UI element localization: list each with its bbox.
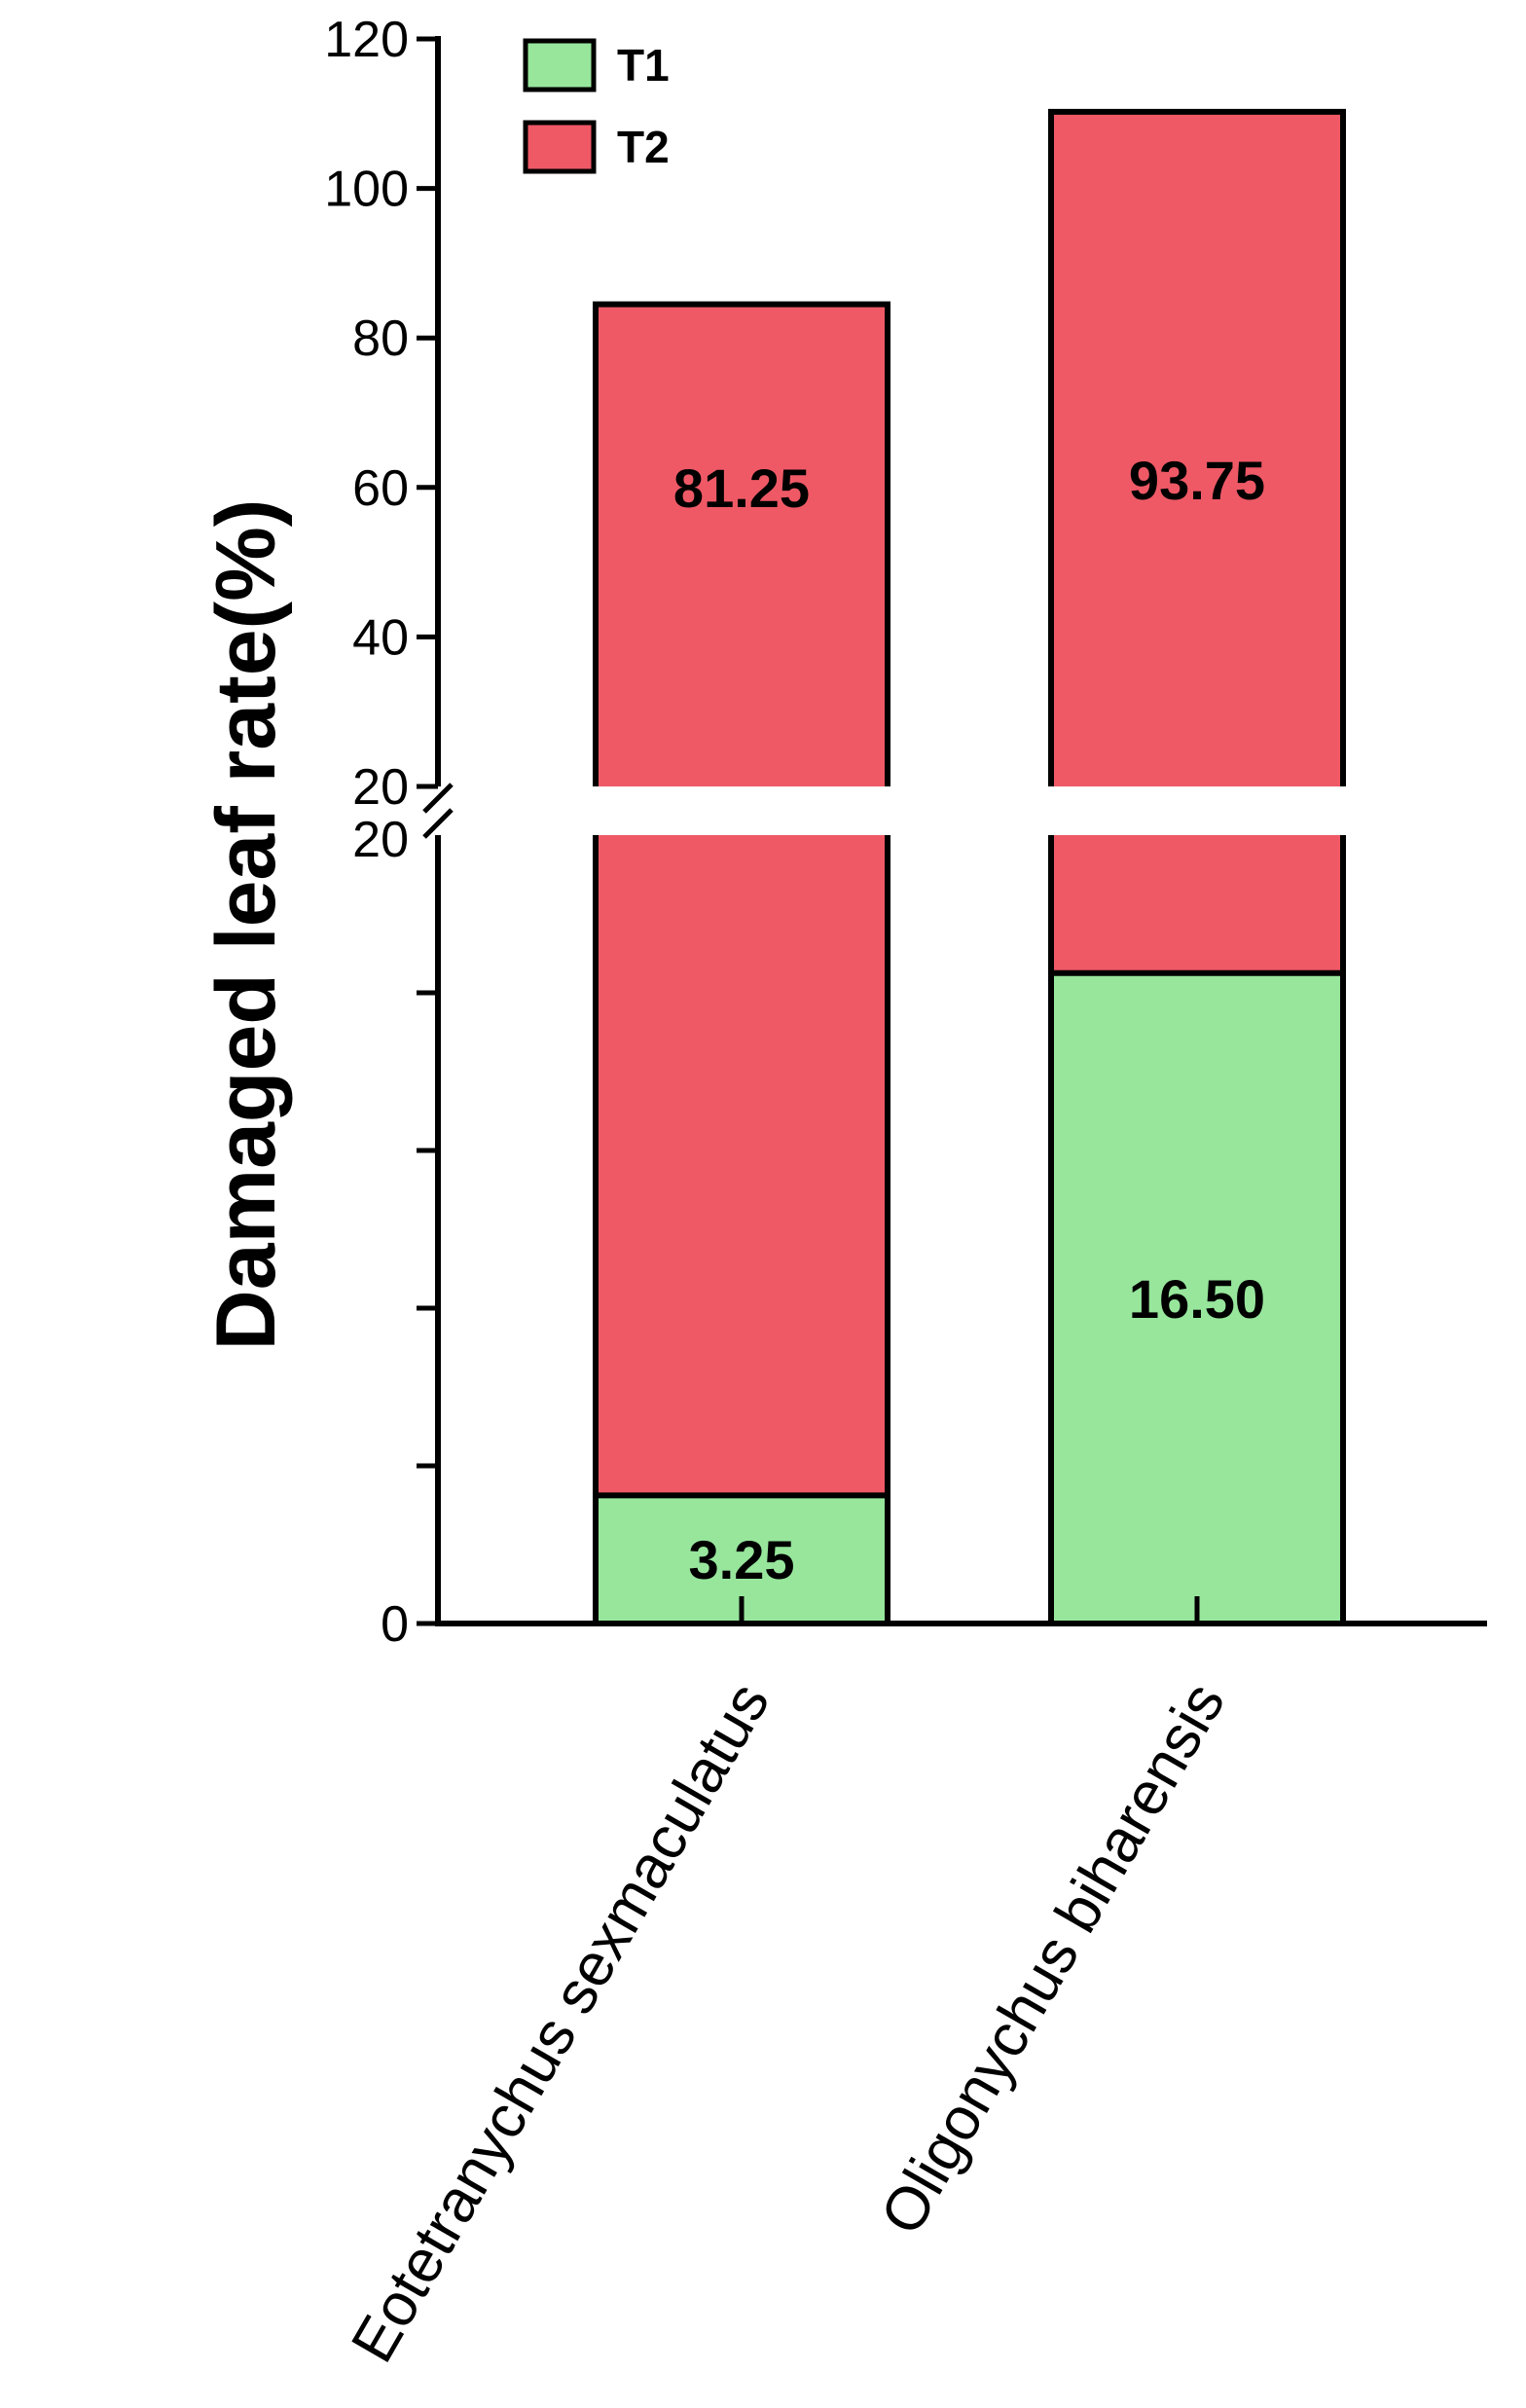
- legend-swatch-t2: [523, 120, 597, 174]
- category-labels: Eotetranychus sexmaculatus Oligonychus bi…: [339, 1672, 1238, 2374]
- bar-upper-outline-0: [593, 301, 890, 786]
- bar-lower-outline-1: [1048, 835, 1346, 1624]
- bar-lower-outline-0: [593, 835, 890, 1624]
- y-axis-label: Damaged leaf rate(%): [200, 499, 293, 1351]
- upper-axis-panel: 81.25 93.75 120 100 80 60 40 20: [324, 12, 1346, 816]
- data-label-t2-0: 81.25: [673, 457, 810, 519]
- y-tick-label-upper-5: 20: [352, 759, 409, 816]
- bar-t2-upper-0: [596, 304, 888, 786]
- axis-break-mark-top: [422, 783, 454, 814]
- legend-swatch-t1: [523, 38, 597, 92]
- y-tick-label-lower-0: 0: [381, 1596, 409, 1653]
- axis-break-mark-bottom: [422, 808, 454, 839]
- bar-t2-lower-0: [596, 835, 888, 1496]
- category-label-1: Oligonychus biharensis: [868, 1672, 1238, 2246]
- bar-t1-1: [1051, 972, 1343, 1624]
- y-tick-label-upper-3: 60: [352, 460, 409, 517]
- y-tick-label-upper-0: 120: [324, 12, 409, 68]
- category-label-0: Eotetranychus sexmaculatus: [339, 1672, 782, 2374]
- y-tick-label-upper-1: 100: [324, 162, 409, 218]
- legend: T1 T2: [523, 38, 670, 174]
- y-tick-label-lower-20: 20: [352, 812, 409, 868]
- y-tick-label-upper-2: 80: [352, 310, 409, 367]
- data-label-t2-1: 93.75: [1129, 450, 1265, 511]
- legend-label-t2: T2: [617, 122, 670, 172]
- data-label-t1-1: 16.50: [1129, 1268, 1265, 1330]
- bar-t2-upper-1: [1051, 111, 1343, 786]
- bar-upper-outline-1: [1048, 108, 1346, 786]
- bar-t2-lower-1: [1051, 835, 1343, 973]
- data-label-t1-0: 3.25: [689, 1529, 795, 1590]
- lower-axis-panel: 3.25 16.50 0 20: [352, 808, 1487, 1653]
- y-tick-label-upper-4: 40: [352, 609, 409, 666]
- legend-label-t1: T1: [617, 40, 670, 91]
